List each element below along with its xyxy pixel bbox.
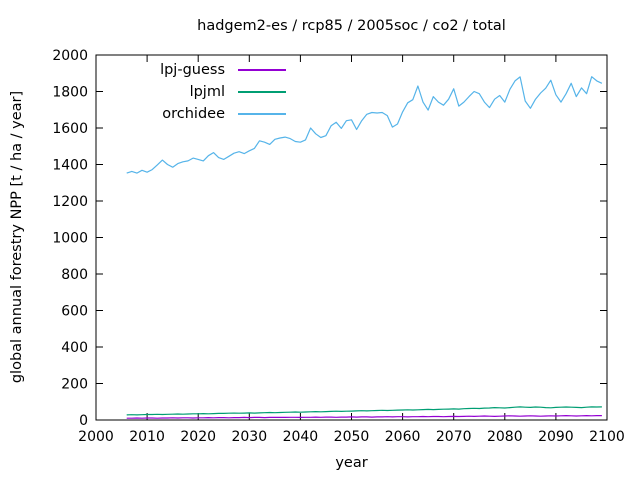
series-line-lpjml [126,406,602,416]
series-line-orchidee [126,76,603,174]
series-lines [126,76,603,419]
tick-labels: 2000 2010 2020 2030 2040 2050 2060 2070 2080 2090… [52,48,624,445]
x-tick-label: 2060 [385,429,421,445]
legend-line-sample-lpj-guess [238,69,286,71]
y-tick-label: 400 [61,340,88,356]
legend-row: orchidee [120,103,286,125]
legend-label-orchidee: orchidee [162,106,225,122]
y-tick-label: 1400 [52,158,88,174]
chart-title: hadgem2-es / rcp85 / 2005soc / co2 / tot… [197,18,506,34]
y-tick-label: 800 [61,267,88,283]
x-tick-label: 2020 [180,429,216,445]
y-tick-label: 600 [61,304,88,320]
y-tick-label: 1600 [52,121,88,137]
y-tick-label: 200 [61,377,88,393]
legend-label-lpjml: lpjml [189,84,225,100]
x-tick-label: 2070 [436,429,472,445]
x-axis-label: year [335,455,368,471]
y-tick-label: 0 [79,413,88,429]
legend-line-sample-orchidee [238,113,286,115]
legend-label-lpj-guess: lpj-guess [160,62,225,78]
x-tick-label: 2040 [283,429,319,445]
plot-border [95,54,608,421]
x-tick-label: 2090 [538,429,574,445]
x-tick-label: 2050 [334,429,370,445]
series-line-lpj-guess [126,415,602,419]
x-tick-label: 2030 [231,429,267,445]
y-tick-label: 2000 [52,48,88,64]
legend: lpj-guess lpjml orchidee [120,59,286,125]
y-tick-label: 1200 [52,194,88,210]
legend-row: lpj-guess [120,59,286,81]
legend-row: lpjml [120,81,286,103]
x-tick-label: 2100 [589,429,625,445]
legend-line-sample-lpjml [238,91,286,93]
x-tick-label: 2010 [129,429,165,445]
x-tick-label: 2080 [487,429,523,445]
y-tick-label: 1800 [52,85,88,101]
x-tick-label: 2000 [78,429,114,445]
y-tick-label: 1000 [52,231,88,247]
